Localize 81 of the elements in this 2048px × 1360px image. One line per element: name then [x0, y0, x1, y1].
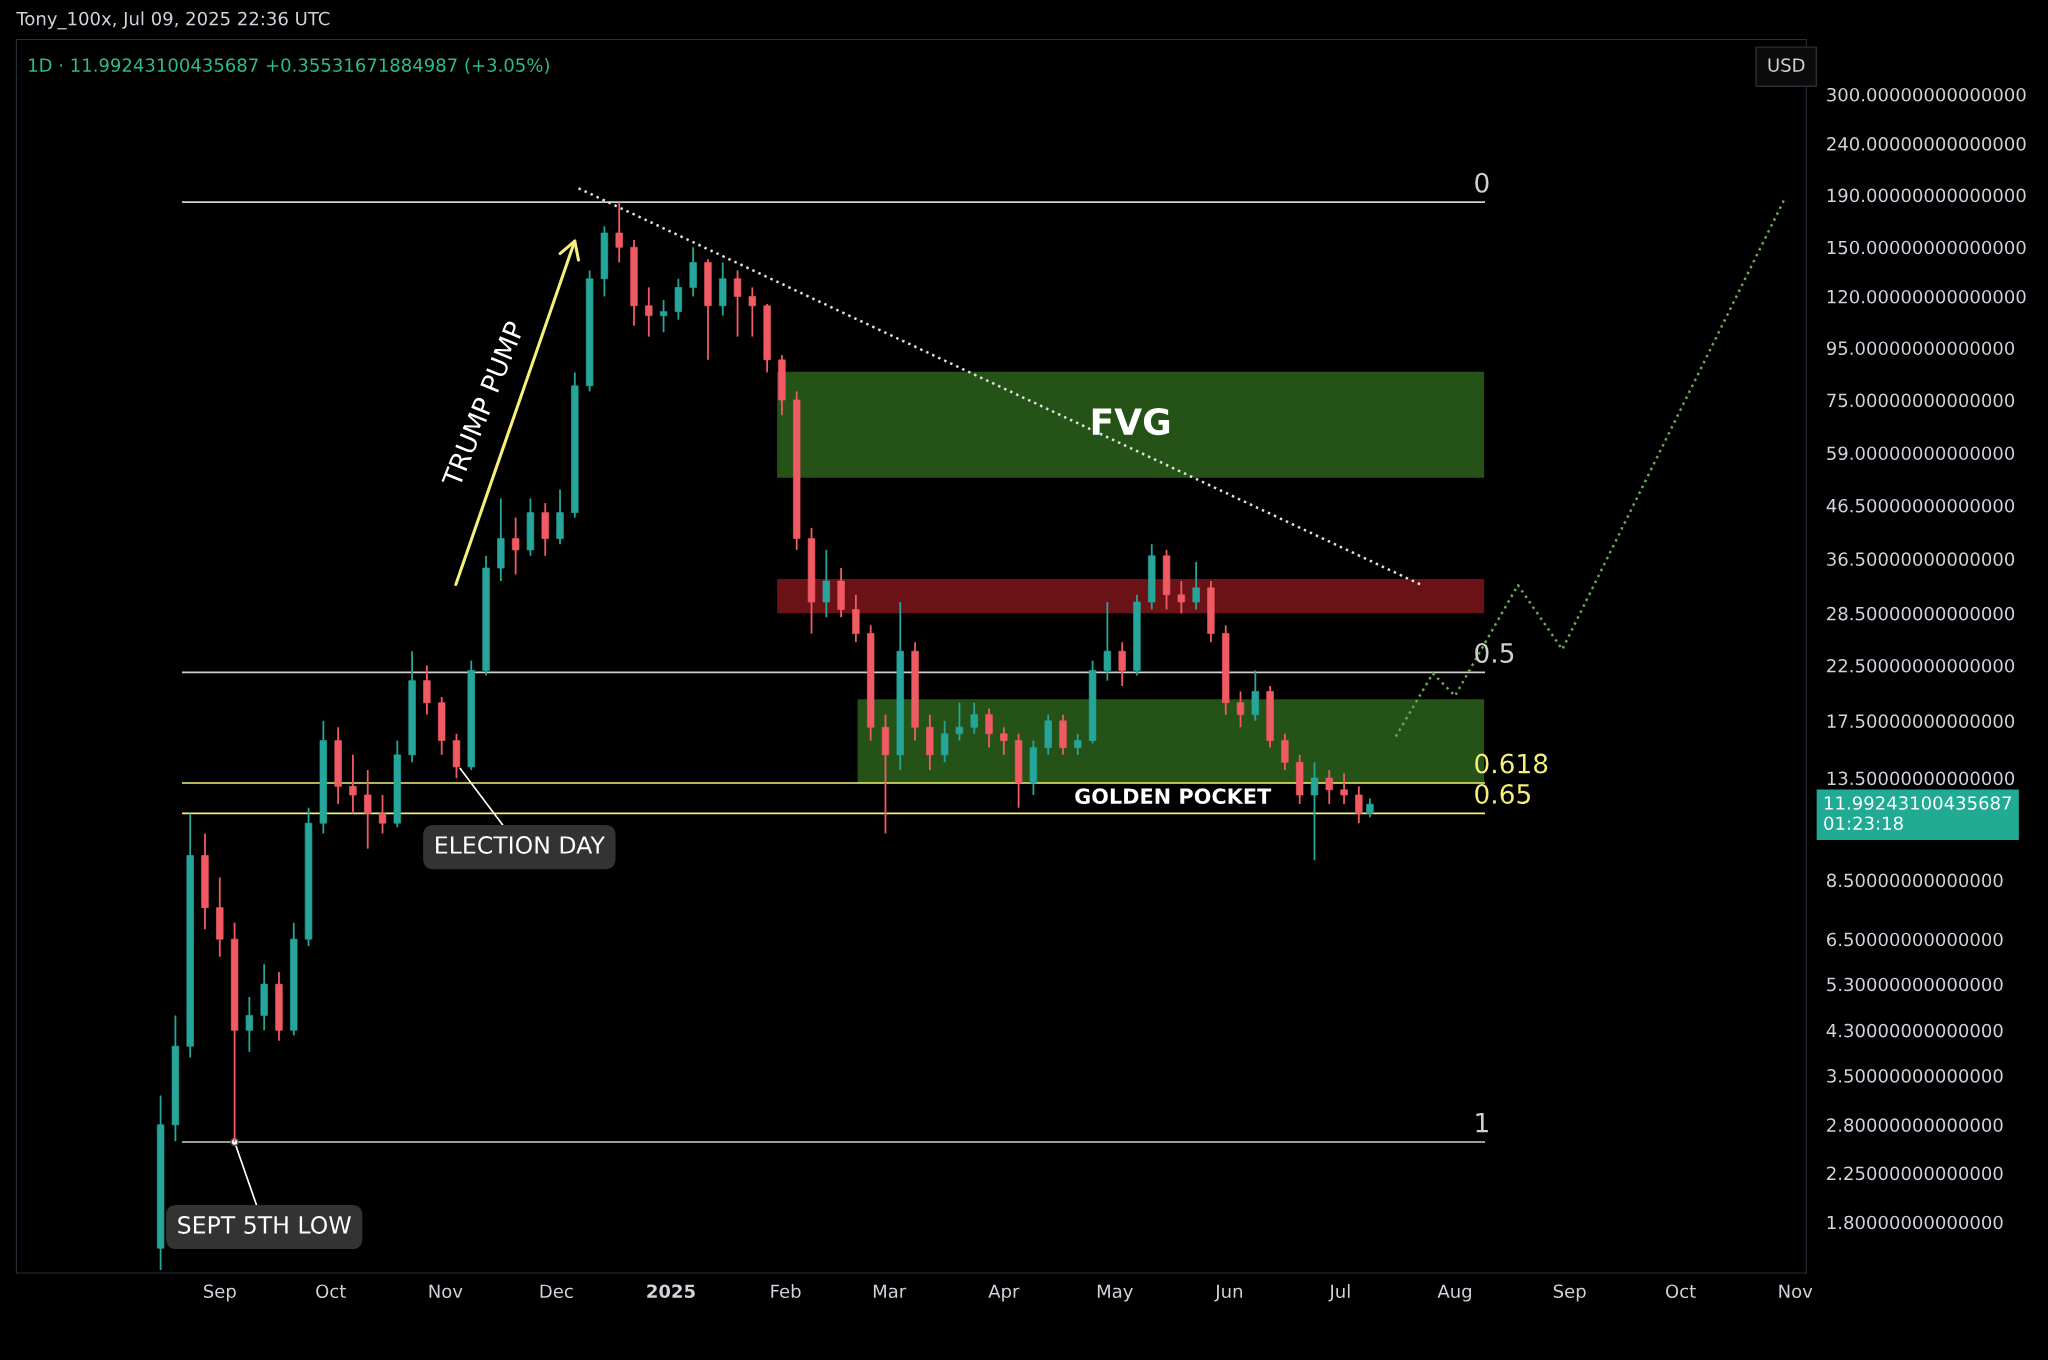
- x-tick-label: Sep: [203, 1284, 236, 1302]
- y-tick-label: 150.00000000000000: [1827, 240, 2026, 255]
- annotation: USD: [1768, 58, 1805, 72]
- candlestick: [940, 719, 949, 764]
- band-label: FVG: [1092, 407, 1170, 436]
- text: 11.99243100435687 01:23:18: [1824, 796, 2011, 831]
- x-tick-label: Jun: [1214, 1284, 1242, 1302]
- candlestick: [645, 286, 653, 338]
- candlestick: [1366, 797, 1374, 819]
- annotation: 1: [1476, 1112, 1488, 1133]
- x-tick-label: Aug: [1437, 1284, 1471, 1302]
- candlestick: [1310, 761, 1319, 862]
- candlestick: [1325, 769, 1333, 805]
- candlestick: [378, 794, 387, 835]
- candlestick: [1251, 669, 1259, 722]
- candlestick: [955, 701, 964, 742]
- y-tick-label: 1.80000000000000: [1827, 1215, 2003, 1230]
- x-tick-label: Sep: [1553, 1284, 1586, 1302]
- candlestick: [1177, 580, 1186, 615]
- candlestick: [1340, 772, 1348, 805]
- y-tick-label: 4.30000000000000: [1826, 1023, 2003, 1038]
- candlestick: [1192, 560, 1200, 611]
- x-tick-label: Nov: [429, 1284, 463, 1299]
- y-tick-label: 59.00000000000000: [1827, 446, 2015, 461]
- y-tick-label: 190.00000000000000: [1827, 188, 2026, 203]
- x-tick-label: Oct: [316, 1284, 346, 1299]
- candlestick: [364, 769, 372, 850]
- y-tick-label: 17.50000000000000: [1827, 714, 2015, 728]
- y-tick-label: 22.50000000000000: [1827, 658, 2015, 673]
- y-tick-label: 2.25000000000000: [1827, 1166, 2003, 1181]
- y-tick-label: 5.30000000000000: [1827, 977, 2003, 992]
- x-tick-label: Apr: [988, 1284, 1020, 1302]
- annotation: 0.65: [1475, 783, 1530, 804]
- annotation: 0: [1475, 172, 1489, 193]
- annotation: 0.5: [1475, 642, 1514, 663]
- candlestick: [659, 299, 668, 334]
- x-tick-label: Jul: [1328, 1284, 1350, 1302]
- chart-subtitle: Tony_100x, Jul 09, 2025 22:36 UTC: [16, 11, 330, 30]
- candlestick: [423, 664, 431, 716]
- y-tick-label: 3.50000000000000: [1827, 1069, 2003, 1083]
- y-tick-label: 36.50000000000000: [1827, 552, 2015, 566]
- candlestick: [1000, 726, 1008, 756]
- x-tick-label: Nov: [1779, 1284, 1813, 1299]
- y-tick-label: 46.50000000000000: [1826, 498, 2015, 513]
- y-tick-label: 75.00000000000000: [1827, 393, 2015, 408]
- y-tick-label: 120.00000000000000: [1827, 289, 2026, 304]
- y-tick-label: 300.00000000000000: [1827, 87, 2026, 102]
- annotation: GOLDEN POCKET: [1075, 788, 1272, 805]
- y-tick-label: 28.50000000000000: [1827, 606, 2015, 621]
- candlestick: [822, 549, 830, 619]
- x-tick-label: Feb: [771, 1284, 801, 1299]
- candlestick: [1236, 690, 1245, 729]
- candlestick: [985, 707, 993, 749]
- line-series: [1394, 198, 1786, 738]
- x-tick-label: May: [1097, 1284, 1133, 1302]
- y-tick-label: 240.00000000000000: [1827, 137, 2026, 151]
- candlestick: [733, 269, 742, 338]
- candlestick: [970, 701, 978, 735]
- y-tick-label: 95.00000000000000: [1826, 341, 2015, 356]
- x-tick-label: Oct: [1666, 1284, 1696, 1299]
- y-tick-label: 8.50000000000000: [1827, 873, 2003, 888]
- y-tick-label: 6.50000000000000: [1827, 932, 2003, 947]
- candlestick: [245, 996, 254, 1053]
- text: 1D · 11.99243100435687 +0.35531671884987 (+3.05%): [29, 57, 549, 75]
- y-tick-label: 13.50000000000000: [1827, 771, 2015, 786]
- annotation: 0.618: [1475, 753, 1548, 774]
- candlestick: [511, 516, 520, 576]
- candlestick: [1281, 732, 1289, 771]
- x-tick-label: Dec: [540, 1284, 573, 1299]
- x-tick-label: 2025: [647, 1284, 695, 1299]
- annotation: ELECTION DAY: [436, 836, 605, 854]
- candlestick: [1074, 732, 1082, 756]
- candlestick: [748, 286, 757, 338]
- candlestick: [1103, 601, 1112, 682]
- y-tick-label: 2.80000000000000: [1827, 1118, 2003, 1132]
- x-tick-label: Mar: [873, 1284, 907, 1299]
- candlestick: [1118, 641, 1126, 687]
- candlestick: [1355, 785, 1363, 825]
- annotation: SEPT 5TH LOW: [178, 1216, 351, 1234]
- candlestick: [349, 753, 357, 815]
- candlestick: [615, 201, 623, 264]
